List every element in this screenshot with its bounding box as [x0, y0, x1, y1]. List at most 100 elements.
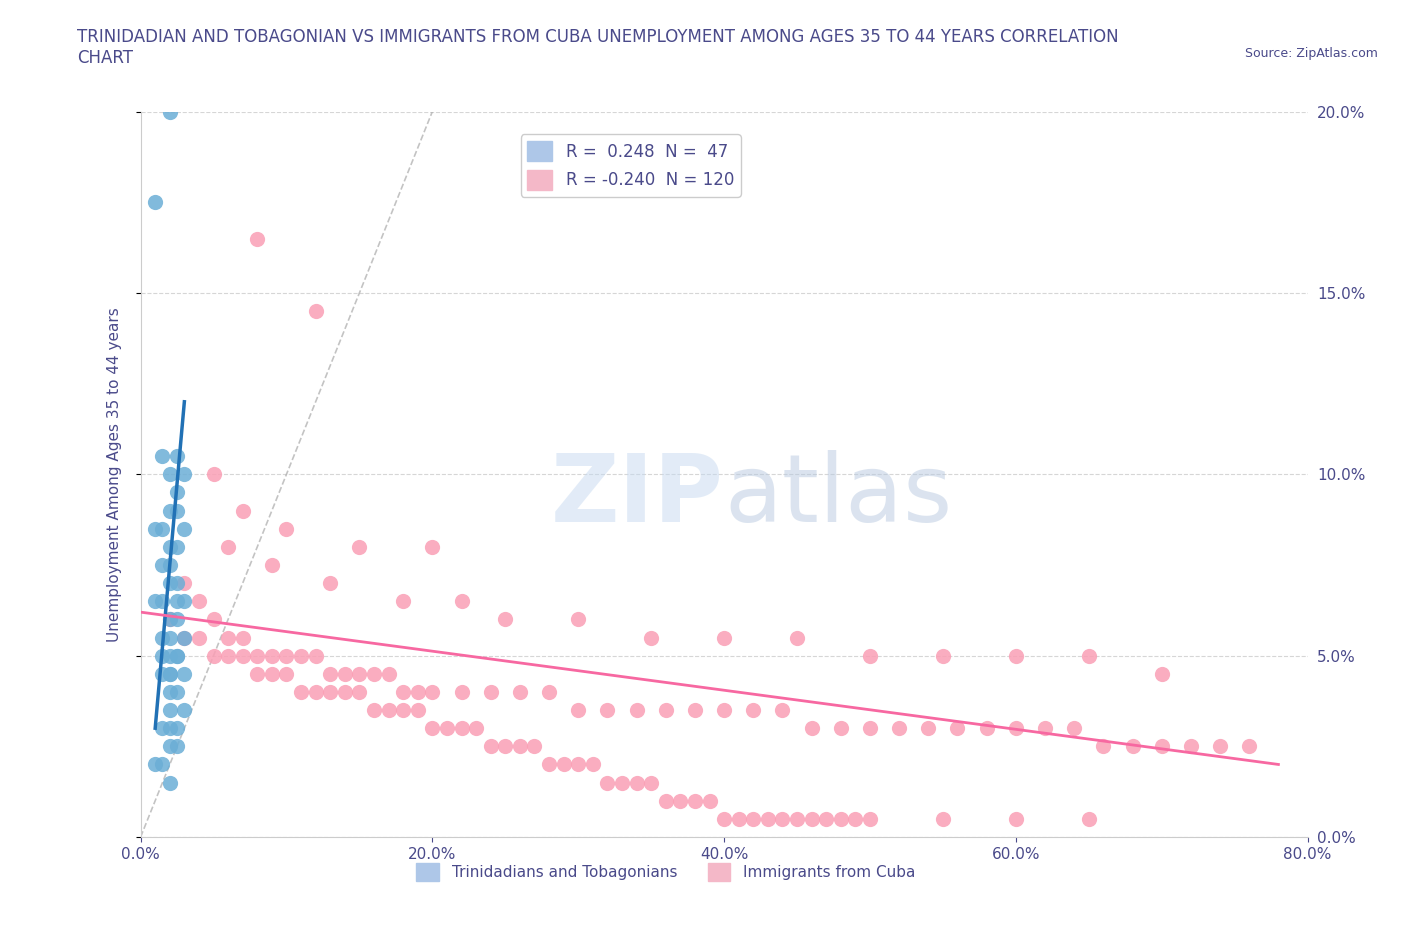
- Point: [217, 631, 239, 645]
- Point: [1063, 721, 1085, 736]
- Point: [166, 449, 188, 464]
- Point: [276, 648, 298, 663]
- Point: [509, 684, 531, 699]
- Text: atlas: atlas: [724, 450, 952, 542]
- Point: [917, 721, 939, 736]
- Point: [683, 793, 706, 808]
- Point: [143, 594, 166, 609]
- Point: [152, 631, 174, 645]
- Point: [152, 521, 174, 536]
- Point: [859, 721, 882, 736]
- Point: [786, 631, 808, 645]
- Point: [640, 631, 662, 645]
- Point: [1209, 738, 1232, 753]
- Point: [319, 684, 342, 699]
- Point: [567, 703, 589, 718]
- Point: [800, 811, 823, 827]
- Point: [319, 576, 342, 591]
- Point: [159, 612, 181, 627]
- Point: [152, 648, 174, 663]
- Point: [166, 503, 188, 518]
- Point: [290, 648, 312, 663]
- Point: [363, 703, 385, 718]
- Point: [494, 738, 516, 753]
- Point: [1033, 721, 1056, 736]
- Point: [152, 449, 174, 464]
- Point: [553, 757, 575, 772]
- Point: [232, 503, 254, 518]
- Point: [159, 667, 181, 682]
- Point: [363, 667, 385, 682]
- Point: [152, 594, 174, 609]
- Point: [509, 738, 531, 753]
- Point: [152, 558, 174, 573]
- Point: [159, 667, 181, 682]
- Point: [246, 648, 269, 663]
- Point: [319, 667, 342, 682]
- Point: [1077, 811, 1099, 827]
- Point: [742, 703, 765, 718]
- Point: [465, 721, 488, 736]
- Point: [582, 757, 605, 772]
- Point: [786, 811, 808, 827]
- Point: [422, 684, 444, 699]
- Point: [727, 811, 749, 827]
- Point: [450, 594, 472, 609]
- Point: [246, 231, 269, 246]
- Point: [173, 631, 195, 645]
- Point: [626, 703, 648, 718]
- Point: [166, 721, 188, 736]
- Point: [159, 631, 181, 645]
- Point: [333, 667, 356, 682]
- Point: [188, 631, 211, 645]
- Point: [436, 721, 458, 736]
- Point: [166, 576, 188, 591]
- Point: [392, 703, 415, 718]
- Text: Source: ZipAtlas.com: Source: ZipAtlas.com: [1244, 46, 1378, 60]
- Point: [152, 667, 174, 682]
- Point: [1150, 667, 1173, 682]
- Point: [392, 594, 415, 609]
- Point: [173, 521, 195, 536]
- Point: [188, 594, 211, 609]
- Point: [1092, 738, 1115, 753]
- Point: [1180, 738, 1202, 753]
- Point: [159, 104, 181, 119]
- Point: [1005, 811, 1028, 827]
- Point: [932, 811, 955, 827]
- Point: [538, 757, 561, 772]
- Point: [173, 631, 195, 645]
- Point: [610, 776, 633, 790]
- Point: [859, 648, 882, 663]
- Point: [669, 793, 692, 808]
- Point: [260, 667, 283, 682]
- Point: [830, 721, 852, 736]
- Point: [567, 757, 589, 772]
- Point: [159, 703, 181, 718]
- Point: [349, 667, 371, 682]
- Point: [392, 684, 415, 699]
- Point: [450, 721, 472, 736]
- Point: [494, 612, 516, 627]
- Point: [159, 721, 181, 736]
- Point: [479, 738, 502, 753]
- Point: [260, 558, 283, 573]
- Point: [713, 811, 735, 827]
- Point: [166, 738, 188, 753]
- Point: [655, 703, 678, 718]
- Point: [305, 684, 328, 699]
- Point: [159, 467, 181, 482]
- Point: [166, 648, 188, 663]
- Point: [626, 776, 648, 790]
- Point: [333, 684, 356, 699]
- Point: [742, 811, 765, 827]
- Point: [305, 648, 328, 663]
- Point: [699, 793, 721, 808]
- Point: [202, 648, 225, 663]
- Point: [1239, 738, 1261, 753]
- Point: [349, 684, 371, 699]
- Point: [159, 612, 181, 627]
- Point: [1122, 738, 1144, 753]
- Point: [815, 811, 838, 827]
- Point: [173, 594, 195, 609]
